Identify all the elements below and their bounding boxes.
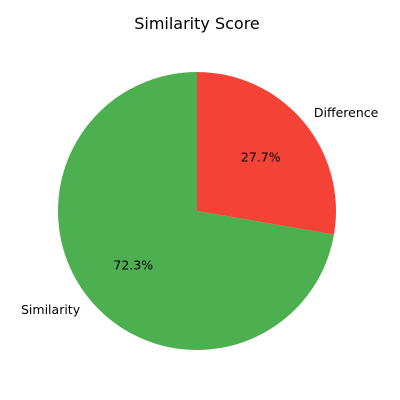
pie-slice-similarity <box>57 72 335 350</box>
pie-labels: 72.3% Similarity 27.7% Difference <box>21 105 379 317</box>
pie-label-similarity: Similarity <box>21 302 81 317</box>
chart-title: Similarity Score <box>134 14 260 33</box>
pie-pct-label-similarity: 72.3% <box>113 257 153 272</box>
pie-label-difference: Difference <box>314 105 379 120</box>
pie-slices <box>57 72 336 350</box>
pie-slice-difference <box>197 72 336 235</box>
pie-pct-label-difference: 27.7% <box>241 150 281 165</box>
